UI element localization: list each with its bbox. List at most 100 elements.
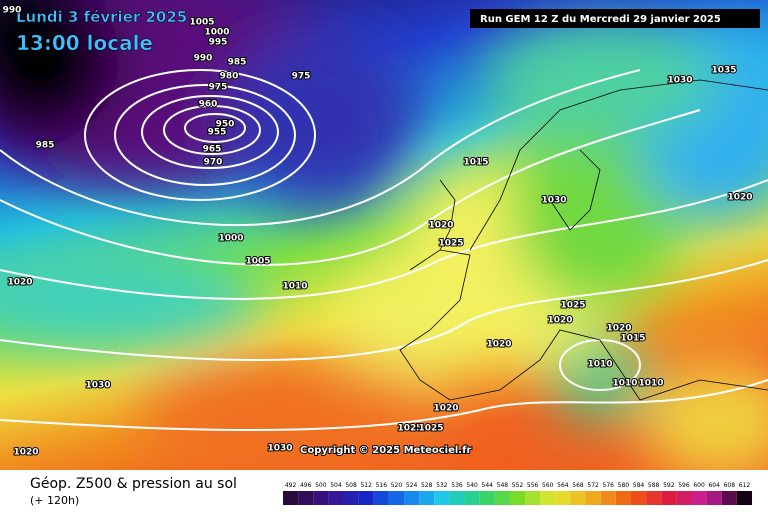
legend-swatch <box>525 491 541 505</box>
legend-label: 496 <box>300 482 312 489</box>
legend-swatch <box>328 491 344 505</box>
isobar-label: 1010 <box>282 282 307 292</box>
legend-label: 612 <box>739 482 751 489</box>
legend-swatch <box>313 491 329 505</box>
legend-label: 520 <box>391 482 403 489</box>
isobar-label: 1030 <box>85 381 110 391</box>
legend-swatch <box>373 491 389 505</box>
isobar-label: 1025 <box>418 424 443 434</box>
legend-label: 532 <box>436 482 448 489</box>
isobar-label: 965 <box>203 145 222 155</box>
copyright: Copyright © 2025 Meteociel.fr <box>300 445 471 456</box>
isobar-label: 1005 <box>245 257 270 267</box>
legend-label: 588 <box>648 482 660 489</box>
legend-swatch <box>343 491 359 505</box>
isobar-label: 975 <box>209 83 228 93</box>
isobar-label: 1035 <box>711 66 736 76</box>
legend-label: 608 <box>724 482 736 489</box>
legend-swatch <box>630 491 647 505</box>
legend-swatch <box>509 491 526 505</box>
legend-swatch <box>479 491 495 505</box>
legend-label: 548 <box>497 482 509 489</box>
legend-swatch <box>494 491 510 505</box>
legend-swatch <box>600 491 616 505</box>
legend-label: 564 <box>557 482 569 489</box>
legend-swatch <box>555 491 571 505</box>
legend-swatch <box>736 491 752 505</box>
isobar-label: 980 <box>220 72 239 82</box>
isobar-label: 995 <box>209 38 228 48</box>
isobar-label: 1020 <box>606 324 631 334</box>
isobar-label: 1030 <box>267 444 292 454</box>
isobar-label: 1030 <box>667 76 692 86</box>
isobar-label: 1010 <box>587 360 612 370</box>
geopotential-field <box>0 0 768 480</box>
legend-swatch <box>298 491 314 505</box>
date-label: Lundi 3 février 2025 <box>16 8 187 26</box>
legend-swatch <box>676 491 692 505</box>
coastlines <box>399 79 768 401</box>
isobars <box>0 69 768 431</box>
legend-label: 500 <box>315 482 327 489</box>
legend-label: 552 <box>512 482 524 489</box>
legend-swatch <box>358 491 374 505</box>
legend-label: 544 <box>482 482 494 489</box>
legend-swatch <box>464 491 480 505</box>
legend-swatch <box>404 491 420 505</box>
isobar-label: 1025 <box>397 424 422 434</box>
isobar-label: 1020 <box>428 221 453 231</box>
isobar-label: 990 <box>194 54 213 64</box>
isobar-label: 990 <box>3 6 22 16</box>
legend-label: 504 <box>330 482 342 489</box>
legend-label: 508 <box>345 482 357 489</box>
isobar-label: 1000 <box>218 234 243 244</box>
isobar-label: 1025 <box>560 301 585 311</box>
footer-title: Géop. Z500 & pression au sol <box>30 476 237 492</box>
legend-label: 536 <box>451 482 463 489</box>
legend-label: 600 <box>693 482 705 489</box>
legend-swatch <box>615 491 631 505</box>
legend-label: 604 <box>708 482 720 489</box>
run-box <box>470 9 760 28</box>
legend-swatch <box>721 491 737 505</box>
legend-swatch <box>540 491 556 505</box>
legend-swatch <box>388 491 405 505</box>
legend-swatch <box>434 491 450 505</box>
time-label: 13:00 locale <box>16 31 153 55</box>
legend-swatch <box>449 491 465 505</box>
run-label: Run GEM 12 Z du Mercredi 29 janvier 2025 <box>480 14 721 25</box>
legend-label: 584 <box>633 482 645 489</box>
isobar-label: 1010 <box>638 379 663 389</box>
legend-swatch <box>585 491 601 505</box>
isobar-label: 985 <box>228 58 247 68</box>
legend-label: 568 <box>572 482 584 489</box>
legend-swatch <box>419 491 435 505</box>
isobar-label: 1020 <box>7 278 32 288</box>
legend-label: 580 <box>618 482 630 489</box>
legend-label: 556 <box>527 482 539 489</box>
isobar-label: 1025 <box>438 239 463 249</box>
legend-label: 492 <box>285 482 297 489</box>
isobar-label: 1000 <box>204 28 229 38</box>
legend-label: 596 <box>678 482 690 489</box>
isobar-label: 1020 <box>13 448 38 458</box>
isobar-label: 1020 <box>547 316 572 326</box>
legend-label: 516 <box>376 482 388 489</box>
legend-label: 512 <box>360 482 372 489</box>
legend-swatch <box>691 491 707 505</box>
isobar-label: 1010 <box>612 379 637 389</box>
isobar-label: 1005 <box>189 18 214 28</box>
legend-label: 572 <box>587 482 599 489</box>
isobar-label: 1020 <box>727 193 752 203</box>
legend-label: 528 <box>421 482 433 489</box>
legend-label: 524 <box>406 482 418 489</box>
isobar-label: 975 <box>292 72 311 82</box>
footer-lead: (+ 120h) <box>30 494 79 507</box>
isobar-label: 1020 <box>433 404 458 414</box>
legend-label: 540 <box>466 482 478 489</box>
legend-label: 576 <box>603 482 615 489</box>
isobar-label: 960 <box>199 100 218 110</box>
isobar-label: 1030 <box>541 196 566 206</box>
legend-label: 592 <box>663 482 675 489</box>
